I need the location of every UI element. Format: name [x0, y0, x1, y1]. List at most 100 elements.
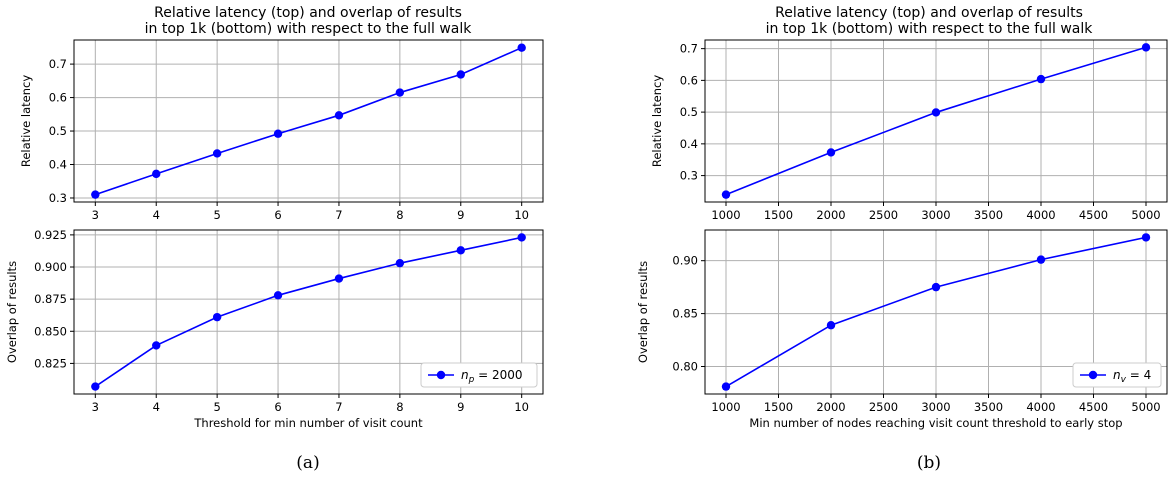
x-tick-label: 2500	[869, 400, 898, 414]
x-tick-label: 3	[92, 400, 99, 414]
legend-box	[1072, 362, 1162, 388]
x-tick-label: 9	[457, 400, 464, 414]
x-tick-label: 5	[213, 400, 220, 414]
legend: np = 2000	[420, 362, 538, 388]
title-a-line1: Relative latency (top) and overlap of re…	[154, 5, 462, 21]
x-tick-label: 6	[274, 208, 281, 222]
x-tick-label: 5	[213, 208, 220, 222]
legend-marker	[1088, 370, 1098, 380]
data-point	[212, 312, 222, 322]
x-tick-label: 10	[514, 208, 529, 222]
series-line	[95, 46, 523, 196]
legend-box	[420, 362, 538, 388]
y-tick-label: 0.875	[34, 292, 67, 306]
x-tick-label: 2000	[816, 208, 845, 222]
title-b-line1: Relative latency (top) and overlap of re…	[775, 5, 1083, 21]
data-point	[456, 70, 465, 79]
chart-a-bottom: 3 4 5 6 7 8 9 10 0.825 0.850 0.875 0.900 0.925 Overla…	[5, 228, 544, 430]
x-tick-label: 3000	[921, 400, 950, 414]
data-point	[931, 282, 941, 292]
x-tick-label: 4	[153, 400, 160, 414]
data-point	[152, 341, 161, 350]
y-tick-label: 0.7	[49, 57, 67, 71]
x-tick-label: 8	[396, 400, 403, 414]
chart-a-top: 3 4 5 6 7 8 9 10 0.3 0.4 0.5 0.6 0.7 Relative latency	[19, 39, 544, 222]
x-tick-label: 1000	[711, 400, 740, 414]
x-tick-label: 7	[335, 208, 342, 222]
data-point	[395, 88, 405, 97]
y-tick-label: 0.80	[672, 359, 698, 373]
data-point	[826, 321, 836, 330]
caption-a: (a)	[296, 453, 319, 473]
x-tick-label: 4500	[1079, 208, 1108, 222]
legend-subscript: p	[468, 375, 475, 385]
series-line	[94, 236, 522, 388]
x-tick-label: 5000	[1131, 208, 1160, 222]
legend-value: = 4	[1126, 368, 1151, 382]
axes-frame	[73, 229, 544, 395]
x-tick-label: 1000	[711, 208, 740, 222]
caption-b: (b)	[917, 453, 941, 473]
data-point	[721, 190, 731, 199]
x-tick-label: 9	[457, 208, 464, 222]
y-tick-label: 0.850	[34, 324, 67, 338]
y-tick-label: 0.85	[672, 307, 698, 321]
data-point	[334, 274, 344, 283]
title-a-line2: in top 1k (bottom) with respect to the f…	[145, 21, 473, 37]
x-tick-label: 3000	[921, 208, 950, 222]
x-axis-label: Threshold for min number of visit count	[193, 416, 423, 430]
x-tick-label: 3500	[974, 400, 1003, 414]
y-tick-label: 0.7	[680, 42, 698, 56]
data-point	[1036, 255, 1046, 264]
y-axis-label: Relative latency	[650, 75, 664, 167]
data-point	[931, 108, 941, 117]
y-tick-label: 0.4	[680, 137, 698, 151]
x-tick-label: 4000	[1026, 400, 1055, 414]
legend-value: = 2000	[474, 368, 522, 382]
x-tick-label: 3	[92, 208, 99, 222]
data-point	[517, 233, 526, 242]
y-tick-label: 0.6	[680, 73, 698, 87]
x-tick-label: 5000	[1131, 400, 1160, 414]
y-axis-label: Overlap of results	[636, 261, 650, 363]
x-tick-label: 10	[514, 400, 529, 414]
y-tick-label: 0.4	[49, 158, 67, 172]
chart-b-top: 1000 1500 2000 2500 3000 3500 4000 4500 5000 0.3 0…	[650, 39, 1168, 222]
y-tick-label: 0.6	[49, 91, 67, 105]
legend-label: np = 2000	[461, 368, 523, 385]
legend-subscript: v	[1121, 375, 1127, 385]
x-tick-label: 4500	[1079, 400, 1108, 414]
axes-frame	[73, 39, 544, 203]
y-tick-label: 0.5	[680, 105, 698, 119]
data-point	[91, 382, 100, 391]
legend-var: n	[461, 368, 469, 382]
x-tick-label: 2000	[816, 400, 845, 414]
data-point	[273, 291, 283, 300]
data-point	[152, 169, 161, 179]
data-point	[1141, 233, 1151, 242]
legend-var: n	[1113, 368, 1121, 382]
y-tick-label: 0.925	[34, 228, 67, 242]
x-tick-label: 3500	[974, 208, 1003, 222]
x-tick-label: 1500	[764, 208, 793, 222]
data-point	[826, 148, 836, 157]
data-point	[1141, 43, 1151, 52]
data-point	[721, 382, 731, 391]
x-axis-label: Min number of nodes reaching visit count…	[749, 416, 1122, 430]
y-tick-label: 0.5	[49, 124, 67, 138]
y-tick-label: 0.3	[49, 191, 67, 205]
x-tick-label: 1500	[764, 400, 793, 414]
legend: nv = 4	[1072, 362, 1162, 388]
x-tick-label: 6	[274, 400, 281, 414]
chart-b-bottom: 1000 1500 2000 2500 3000 3500 4000 4500 5000 0.80…	[636, 229, 1168, 430]
data-point	[456, 246, 465, 255]
x-tick-label: 4000	[1026, 208, 1055, 222]
data-point	[334, 111, 344, 120]
y-axis-label: Relative latency	[19, 75, 33, 167]
y-tick-label: 0.900	[34, 260, 67, 274]
x-tick-label: 2500	[869, 208, 898, 222]
y-tick-label: 0.90	[672, 254, 698, 268]
x-tick-label: 7	[335, 400, 342, 414]
data-point	[273, 129, 283, 138]
